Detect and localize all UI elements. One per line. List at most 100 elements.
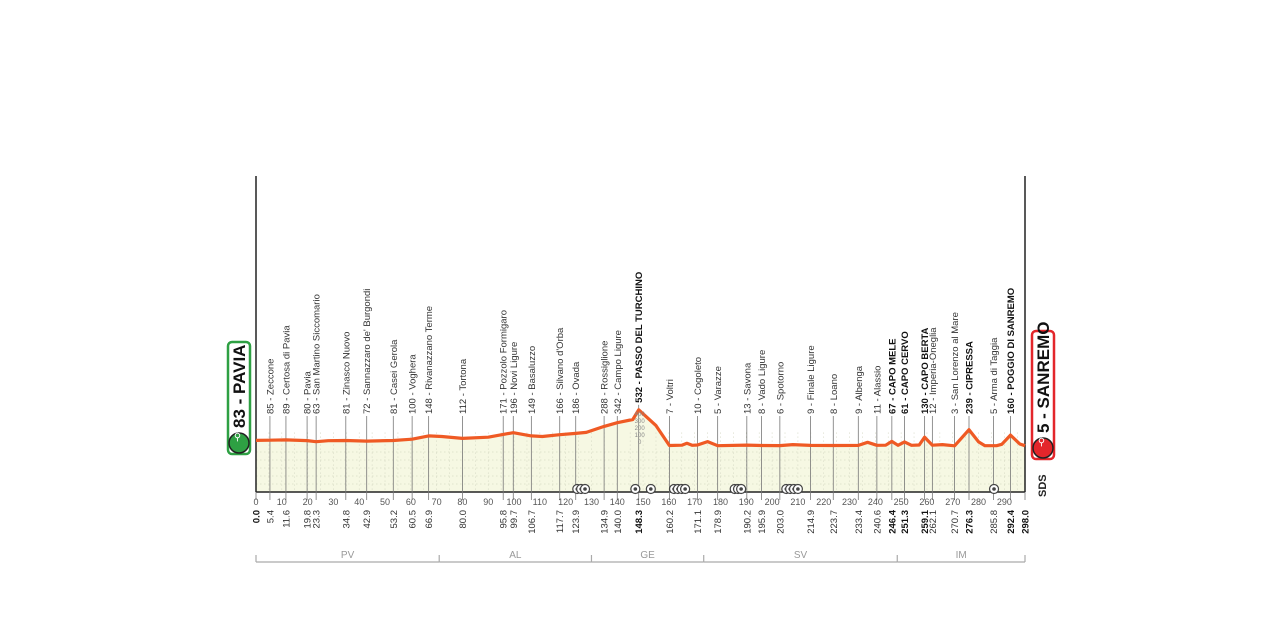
km-label: 99.7 <box>509 510 520 529</box>
region-label: AL <box>509 550 522 561</box>
km-label: 0.0 <box>252 510 263 523</box>
x-tick-label: 250 <box>894 497 909 507</box>
km-label: 240.6 <box>872 510 883 534</box>
x-tick-label: 210 <box>790 497 805 507</box>
km-label: 117.7 <box>555 510 566 533</box>
mini-scale-label: 0 <box>638 440 642 446</box>
km-label: 19.8 <box>303 510 314 529</box>
waypoint-label: 63 - San Martino Siccomario <box>312 294 323 414</box>
km-label: 160.2 <box>665 510 676 534</box>
km-label: 285.8 <box>989 510 1000 534</box>
x-tick-label: 110 <box>533 497 547 507</box>
cyclist-icon <box>228 432 250 454</box>
feed-zone-icon-dot <box>633 487 638 491</box>
feed-zone-icon-dot <box>649 487 653 491</box>
waypoint-label: 239 - CIPRESSA <box>965 341 976 414</box>
km-label: 34.8 <box>341 510 352 529</box>
km-label: 60.5 <box>408 510 419 529</box>
elevation-profile-line <box>255 408 1026 448</box>
x-tick-label: 70 <box>432 497 442 507</box>
x-tick-label: 0 <box>253 497 258 507</box>
waypoint-label: 532 - PASSO DEL TURCHINO <box>634 272 645 403</box>
x-tick-label: 120 <box>558 497 573 507</box>
feed-zone-icon-dot <box>583 487 587 491</box>
km-label: 66.9 <box>424 510 435 529</box>
km-label: 251.3 <box>900 510 911 534</box>
km-label: 259.1 <box>920 509 931 533</box>
feed-zone-icon-dot <box>992 487 996 491</box>
x-tick-label: 60 <box>406 497 416 507</box>
waypoint-label: 130 - CAPO BERTA <box>920 327 931 414</box>
x-tick-label: 220 <box>816 497 831 507</box>
x-tick-label: 240 <box>868 497 883 507</box>
km-label: 276.3 <box>965 510 976 534</box>
waypoint-label: 9 - Albenga <box>854 365 865 414</box>
x-tick-label: 230 <box>842 497 857 507</box>
waypoint-label: 149 - Basaluzzo <box>527 346 538 414</box>
km-label: 95.8 <box>499 510 510 528</box>
x-tick-label: 180 <box>713 497 728 507</box>
waypoint-label: 12 - Imperia-Oneglia <box>928 327 939 414</box>
feed-zone-icon-dot <box>739 487 743 491</box>
waypoint-label: 67 - CAPO MELE <box>887 339 898 415</box>
waypoint-label: 10 - Cogoleto <box>693 357 704 414</box>
x-tick-label: 170 <box>687 497 702 507</box>
km-label: 11.6 <box>281 510 292 528</box>
waypoint-label: 5 - Arma di Taggia <box>989 337 1000 414</box>
x-tick-label: 290 <box>997 497 1012 507</box>
x-tick-label: 140 <box>610 497 625 507</box>
x-tick-label: 100 <box>507 497 522 507</box>
waypoint-label: 166 - Silvano d'Orba <box>555 327 566 414</box>
km-label: 246.4 <box>887 509 898 533</box>
x-tick-label: 10 <box>277 497 287 507</box>
waypoint-label: 3 - San Lorenzo al Mare <box>950 312 961 414</box>
x-tick-label: 30 <box>328 497 338 507</box>
km-label: 23.3 <box>312 510 323 529</box>
km-label: 123.9 <box>571 510 582 534</box>
waypoint-label: 81 - Casei Gerola <box>389 339 400 414</box>
km-label: 171.1 <box>693 510 704 534</box>
waypoint-label: 13 - Savona <box>742 362 753 414</box>
km-label: 214.9 <box>806 510 817 534</box>
waypoint-label: 112 - Tortona <box>458 358 469 414</box>
waypoint-label: 160 - POGGIO DI SANREMO <box>1006 288 1017 414</box>
km-label: 5.4 <box>265 510 276 523</box>
x-tick-label: 80 <box>457 497 467 507</box>
feed-zone-icon-dot <box>796 487 800 491</box>
region-label: SV <box>794 550 808 561</box>
waypoint-label: 72 - Sannazzaro de' Burgondi <box>362 289 373 414</box>
profile-area <box>256 409 1025 492</box>
x-tick-label: 280 <box>971 497 986 507</box>
mini-scale-label: 300 <box>635 419 646 425</box>
x-tick-label: 50 <box>380 497 390 507</box>
km-label: 80.0 <box>458 510 469 529</box>
region-label: PV <box>341 550 355 561</box>
waypoint-label: 61 - CAPO CERVO <box>900 331 911 414</box>
km-label: 203.0 <box>775 510 786 534</box>
waypoint-label: 8 - Loano <box>829 374 840 414</box>
waypoint-label: 342 - Campo Ligure <box>613 330 624 414</box>
km-label: 42.9 <box>362 510 373 529</box>
km-label: 140.0 <box>613 510 624 534</box>
x-tick-label: 260 <box>919 497 934 507</box>
km-label: 106.7 <box>527 510 538 534</box>
km-label: 223.7 <box>829 510 840 534</box>
waypoint-label: 148 - Rivanazzano Terme <box>424 306 435 414</box>
waypoint-label: 80 - Pavia <box>303 371 314 414</box>
x-tick-label: 270 <box>945 497 960 507</box>
cyclist-icon <box>1032 437 1054 459</box>
start-city-label: 83 - PAVIA <box>230 345 249 428</box>
x-tick-label: 200 <box>765 497 780 507</box>
x-tick-label: 190 <box>739 497 754 507</box>
finish-city-box <box>1030 329 1056 461</box>
region-label: GE <box>640 550 655 561</box>
waypoint-label: 288 - Rossiglione <box>600 341 611 414</box>
x-tick-label: 40 <box>354 497 364 507</box>
waypoint-label: 5 - Varazze <box>713 366 724 414</box>
km-label: 134.9 <box>600 510 611 534</box>
waypoint-label: 81 - Zinasco Nuovo <box>341 332 352 414</box>
km-label: 148.3 <box>634 510 645 534</box>
mini-scale-label: 200 <box>635 426 646 432</box>
km-label: 233.4 <box>854 510 865 534</box>
